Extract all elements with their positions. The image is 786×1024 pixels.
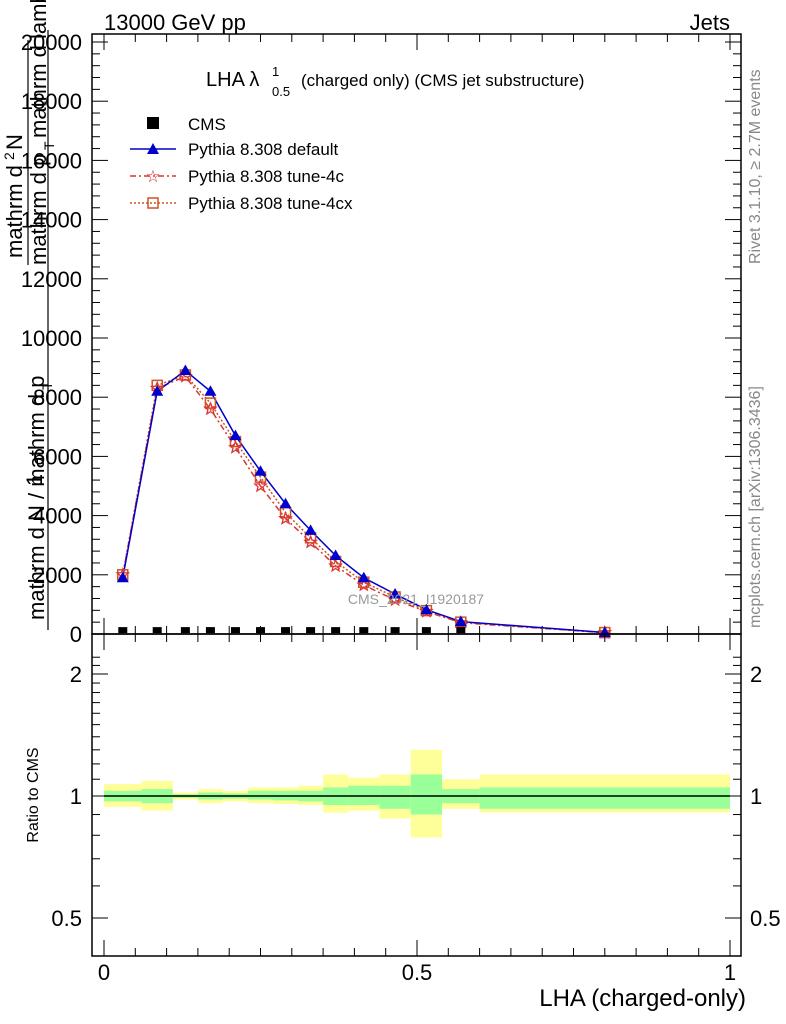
default-point — [304, 524, 317, 535]
main-ytick-label: 16000 — [21, 148, 82, 173]
tune4c-point — [328, 558, 343, 573]
cms-point — [205, 627, 215, 634]
tune4c-point — [253, 478, 268, 493]
ratio-band-inner — [410, 774, 443, 815]
main-ytick-label: 20000 — [21, 30, 82, 55]
ratio-ytick-label-right: 0.5 — [750, 906, 781, 931]
rivet-label: Rivet 3.1.10, ≥ 2.7M events — [747, 69, 764, 264]
ratio-ytick-label: 1 — [70, 784, 82, 809]
default-point — [357, 571, 370, 583]
main-series — [115, 364, 613, 639]
ylabel-right-den: mathrm d p — [26, 154, 51, 265]
default-point — [229, 429, 242, 441]
cms-point — [359, 627, 369, 634]
legend-label-default: Pythia 8.308 default — [188, 140, 339, 159]
tune4c-point — [278, 510, 293, 525]
mcplots-label: mcplots.cern.ch [arXiv:1306.3436] — [747, 386, 764, 628]
legend-marker-tune4c: ☆ — [145, 167, 160, 186]
default-point — [279, 497, 292, 509]
legend-label-tune4cx: Pythia 8.308 tune-4cx — [188, 194, 353, 213]
cms-point — [456, 627, 466, 634]
title-rest: (charged only) (CMS jet substructure) — [301, 71, 584, 90]
cms-point — [256, 627, 265, 634]
default-point — [389, 588, 402, 599]
tune4c-point — [356, 577, 372, 592]
x-axis-label: LHA (charged-only) — [539, 985, 746, 1012]
legend: CMS Pythia 8.308 default ☆ Pythia 8.308 … — [130, 115, 353, 213]
ylabel-den-sub: T — [39, 381, 55, 390]
header-process: Jets — [690, 10, 730, 35]
main-ytick-label: 6000 — [33, 444, 82, 469]
ratio-ylabel: Ratio to CMS — [25, 747, 42, 842]
ylabel-right-rest: N — [2, 134, 27, 150]
ylabel-numerator: 1 — [22, 474, 47, 486]
cms-point — [306, 627, 316, 634]
tune4cx-point — [204, 397, 217, 409]
xtick-label: 1 — [724, 960, 736, 985]
cms-point — [230, 627, 240, 634]
legend-marker-tune4cx — [147, 197, 159, 209]
cms-point — [390, 627, 400, 634]
ratio-bands — [104, 749, 730, 838]
tune4c-point — [228, 439, 243, 454]
title-sub: 0.5 — [272, 84, 290, 99]
main-ytick-label: 12000 — [21, 267, 82, 292]
xtick-label: 0.5 — [402, 960, 433, 985]
default-point — [254, 465, 267, 476]
ratio-band-inner — [379, 785, 411, 809]
tune4c-point — [303, 534, 318, 549]
ratio-ytick-label-right: 2 — [750, 662, 762, 687]
legend-marker-default — [147, 143, 159, 154]
ratio-ytick-label: 0.5 — [51, 906, 82, 931]
ylabel-right-num: mathrm d — [2, 165, 27, 258]
ratio-band-inner — [479, 787, 730, 809]
main-ytick-label: 18000 — [21, 89, 82, 114]
ylabel-denominator: mathrm d N / mathrm d p — [24, 375, 49, 620]
default-point — [420, 603, 433, 615]
cms-point — [180, 627, 190, 634]
main-ytick-label: 4000 — [33, 504, 82, 529]
title-main: LHA λ — [206, 69, 259, 91]
header-energy: 13000 GeV pp — [104, 10, 246, 35]
main-axes: 0 2000 4000 6000 8000 10000 12000 14000 16000 180… — [21, 30, 741, 647]
title-sup: 1 — [272, 64, 279, 79]
main-ytick-label: 14000 — [21, 208, 82, 233]
ylabel-right-sup: 2 — [1, 152, 17, 160]
main-ylabel: 1 mathrm d N / mathrm d p T mathrm d 2 N… — [1, 0, 57, 630]
default-point — [151, 385, 164, 396]
cms-point — [118, 627, 128, 634]
main-ytick-label: 2000 — [33, 563, 82, 588]
chart-title: LHA λ 1 0.5 (charged only) (CMS jet subs… — [206, 64, 584, 99]
cms-point — [421, 627, 431, 634]
main-ytick-label: 0 — [70, 622, 82, 647]
main-ytick-label: 8000 — [33, 385, 82, 410]
default-point — [116, 571, 129, 583]
ylabel-right-den-sub: T — [41, 141, 57, 150]
ratio-ytick-label-right: 1 — [750, 784, 762, 809]
ratio-panel: 0.5 0.5 1 1 2 2 0 0.5 1 — [51, 633, 781, 985]
main-ytick-label: 10000 — [21, 326, 82, 351]
default-point — [179, 364, 192, 376]
main-panel: 0 2000 4000 6000 8000 10000 12000 14000 16000 180… — [21, 30, 742, 647]
cms-point — [152, 627, 162, 634]
default-point — [329, 549, 342, 561]
default-point — [454, 615, 467, 627]
analysis-watermark: CMS_2021_I1920187 — [348, 591, 484, 607]
cms-point — [331, 627, 341, 634]
ratio-frame — [91, 633, 742, 957]
ratio-band-inner — [247, 790, 274, 800]
legend-marker-cms — [147, 117, 159, 129]
xtick-label: 0 — [98, 960, 110, 985]
legend-label-cms: CMS — [188, 115, 226, 134]
default-point — [204, 385, 217, 396]
ratio-ytick-label: 2 — [70, 662, 82, 687]
tune4c-point — [203, 401, 218, 416]
ratio-axes: 0.5 0.5 1 1 2 2 0 0.5 1 — [51, 634, 781, 985]
legend-label-tune4c: Pythia 8.308 tune-4c — [188, 167, 344, 186]
cms-point — [281, 627, 291, 634]
ylabel-right-den-rest: mathrm d lambda — [26, 0, 51, 138]
